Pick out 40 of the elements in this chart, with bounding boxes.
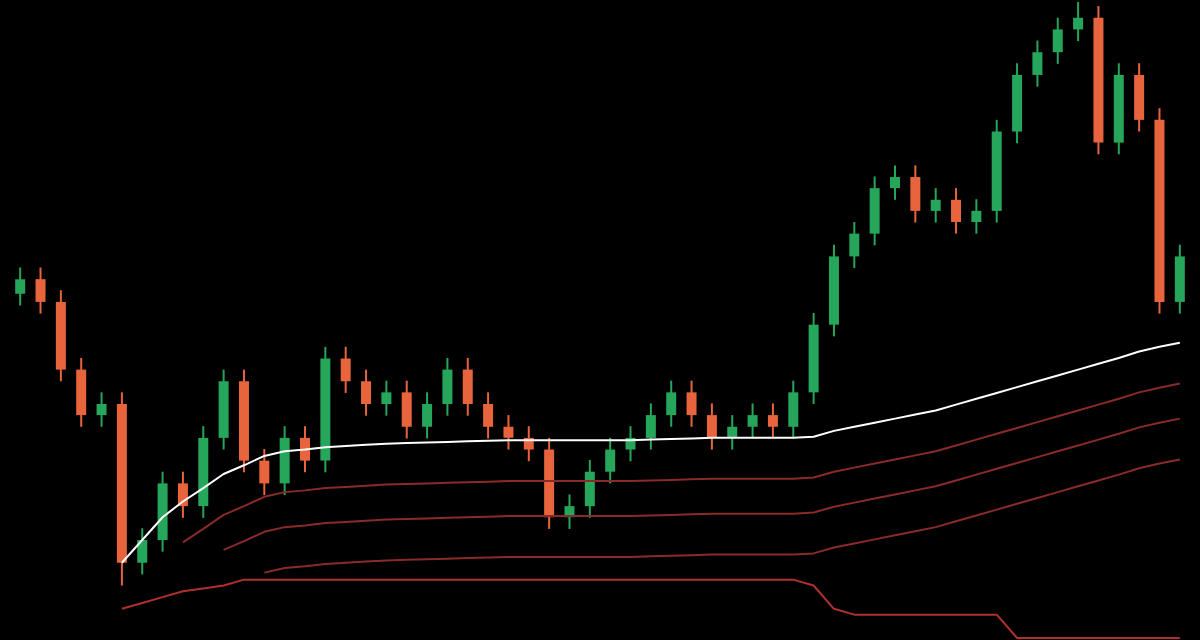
candlestick [930, 187, 941, 224]
candlestick [137, 527, 148, 576]
candlestick [910, 164, 921, 224]
candlestick [503, 414, 514, 451]
candlestick [279, 425, 290, 497]
candlestick [483, 391, 494, 440]
candlestick [666, 379, 677, 428]
candlestick [1052, 16, 1063, 65]
candlestick [1032, 39, 1043, 88]
candlestick [381, 379, 392, 417]
candlestick [706, 402, 717, 451]
candlestick [1134, 62, 1145, 133]
candlestick [96, 391, 107, 428]
candlestick [727, 414, 738, 451]
candlestick [422, 391, 433, 440]
candlestick [462, 356, 473, 417]
candlestick [584, 459, 595, 519]
candlestick [300, 425, 310, 474]
candlestick [177, 470, 188, 519]
candlestick [869, 175, 880, 247]
candlestick [401, 379, 412, 440]
candlestick [747, 402, 758, 440]
candlestick [1073, 1, 1084, 43]
candlestick [76, 356, 87, 428]
candlestick [605, 436, 616, 485]
candlestick [971, 198, 982, 235]
candlestick [35, 266, 46, 315]
candlestick [442, 356, 453, 417]
candlestick [686, 379, 697, 428]
candlestick [890, 164, 900, 201]
candlestick [645, 402, 656, 451]
candlestick [340, 345, 351, 394]
candlestick [1174, 243, 1185, 315]
candlestick [767, 402, 778, 440]
candlestick [361, 368, 372, 417]
candlestick [788, 379, 799, 440]
candlestick [849, 220, 860, 270]
candlestick [259, 447, 270, 497]
candlestick [951, 187, 962, 235]
candlestick [15, 266, 26, 307]
